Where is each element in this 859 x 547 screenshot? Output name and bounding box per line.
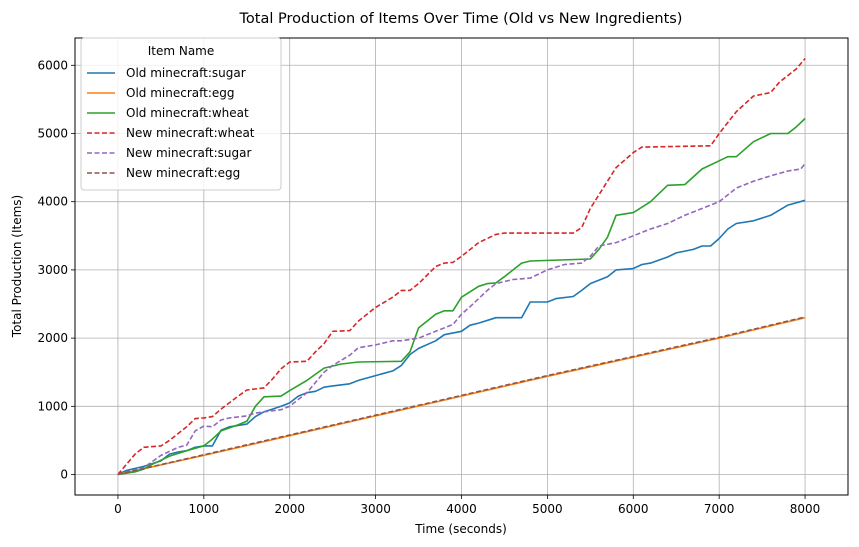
series-line-5 (117, 316, 806, 476)
legend-label: Old minecraft:wheat (126, 106, 249, 120)
x-tick-label: 3000 (360, 502, 391, 516)
legend-box (80, 37, 282, 191)
x-tick-label: 6000 (618, 502, 649, 516)
legend-label: New minecraft:egg (126, 166, 240, 180)
y-tick-label: 3000 (37, 263, 68, 277)
series-line-2 (117, 117, 806, 476)
x-tick-label: 4000 (446, 502, 477, 516)
y-tick-label: 5000 (37, 126, 68, 140)
y-tick-label: 4000 (37, 195, 68, 209)
y-tick-label: 6000 (37, 58, 68, 72)
x-axis-label: Time (seconds) (414, 522, 507, 536)
y-tick-label: 0 (60, 468, 68, 482)
legend-label: Old minecraft:egg (126, 86, 235, 100)
y-tick-label: 2000 (37, 331, 68, 345)
legend-label: Old minecraft:sugar (126, 66, 246, 80)
legend-title: Item Name (148, 44, 215, 58)
x-tick-label: 1000 (189, 502, 220, 516)
legend-items: Old minecraft:sugar Old minecraft:egg Old … (87, 66, 255, 180)
legend-label: New minecraft:sugar (126, 146, 251, 160)
series-line-3 (117, 57, 806, 476)
legend-label: New minecraft:wheat (126, 126, 255, 140)
y-tick-label: 1000 (37, 399, 68, 413)
y-axis-label: Total Production (Items) (10, 195, 24, 338)
x-tick-label: 8000 (790, 502, 821, 516)
x-tick-label: 2000 (274, 502, 305, 516)
chart-title: Total Production of Items Over Time (Old… (239, 11, 683, 27)
x-tick-label: 7000 (704, 502, 735, 516)
y-axis: 0 1000 2000 3000 4000 5000 6000 (37, 58, 75, 482)
x-tick-label: 0 (114, 502, 122, 516)
x-tick-label: 5000 (532, 502, 563, 516)
series-line-4 (117, 163, 806, 476)
series-lines (117, 57, 806, 476)
x-axis: 0 1000 2000 3000 4000 5000 6000 7000 8000 (114, 495, 820, 516)
